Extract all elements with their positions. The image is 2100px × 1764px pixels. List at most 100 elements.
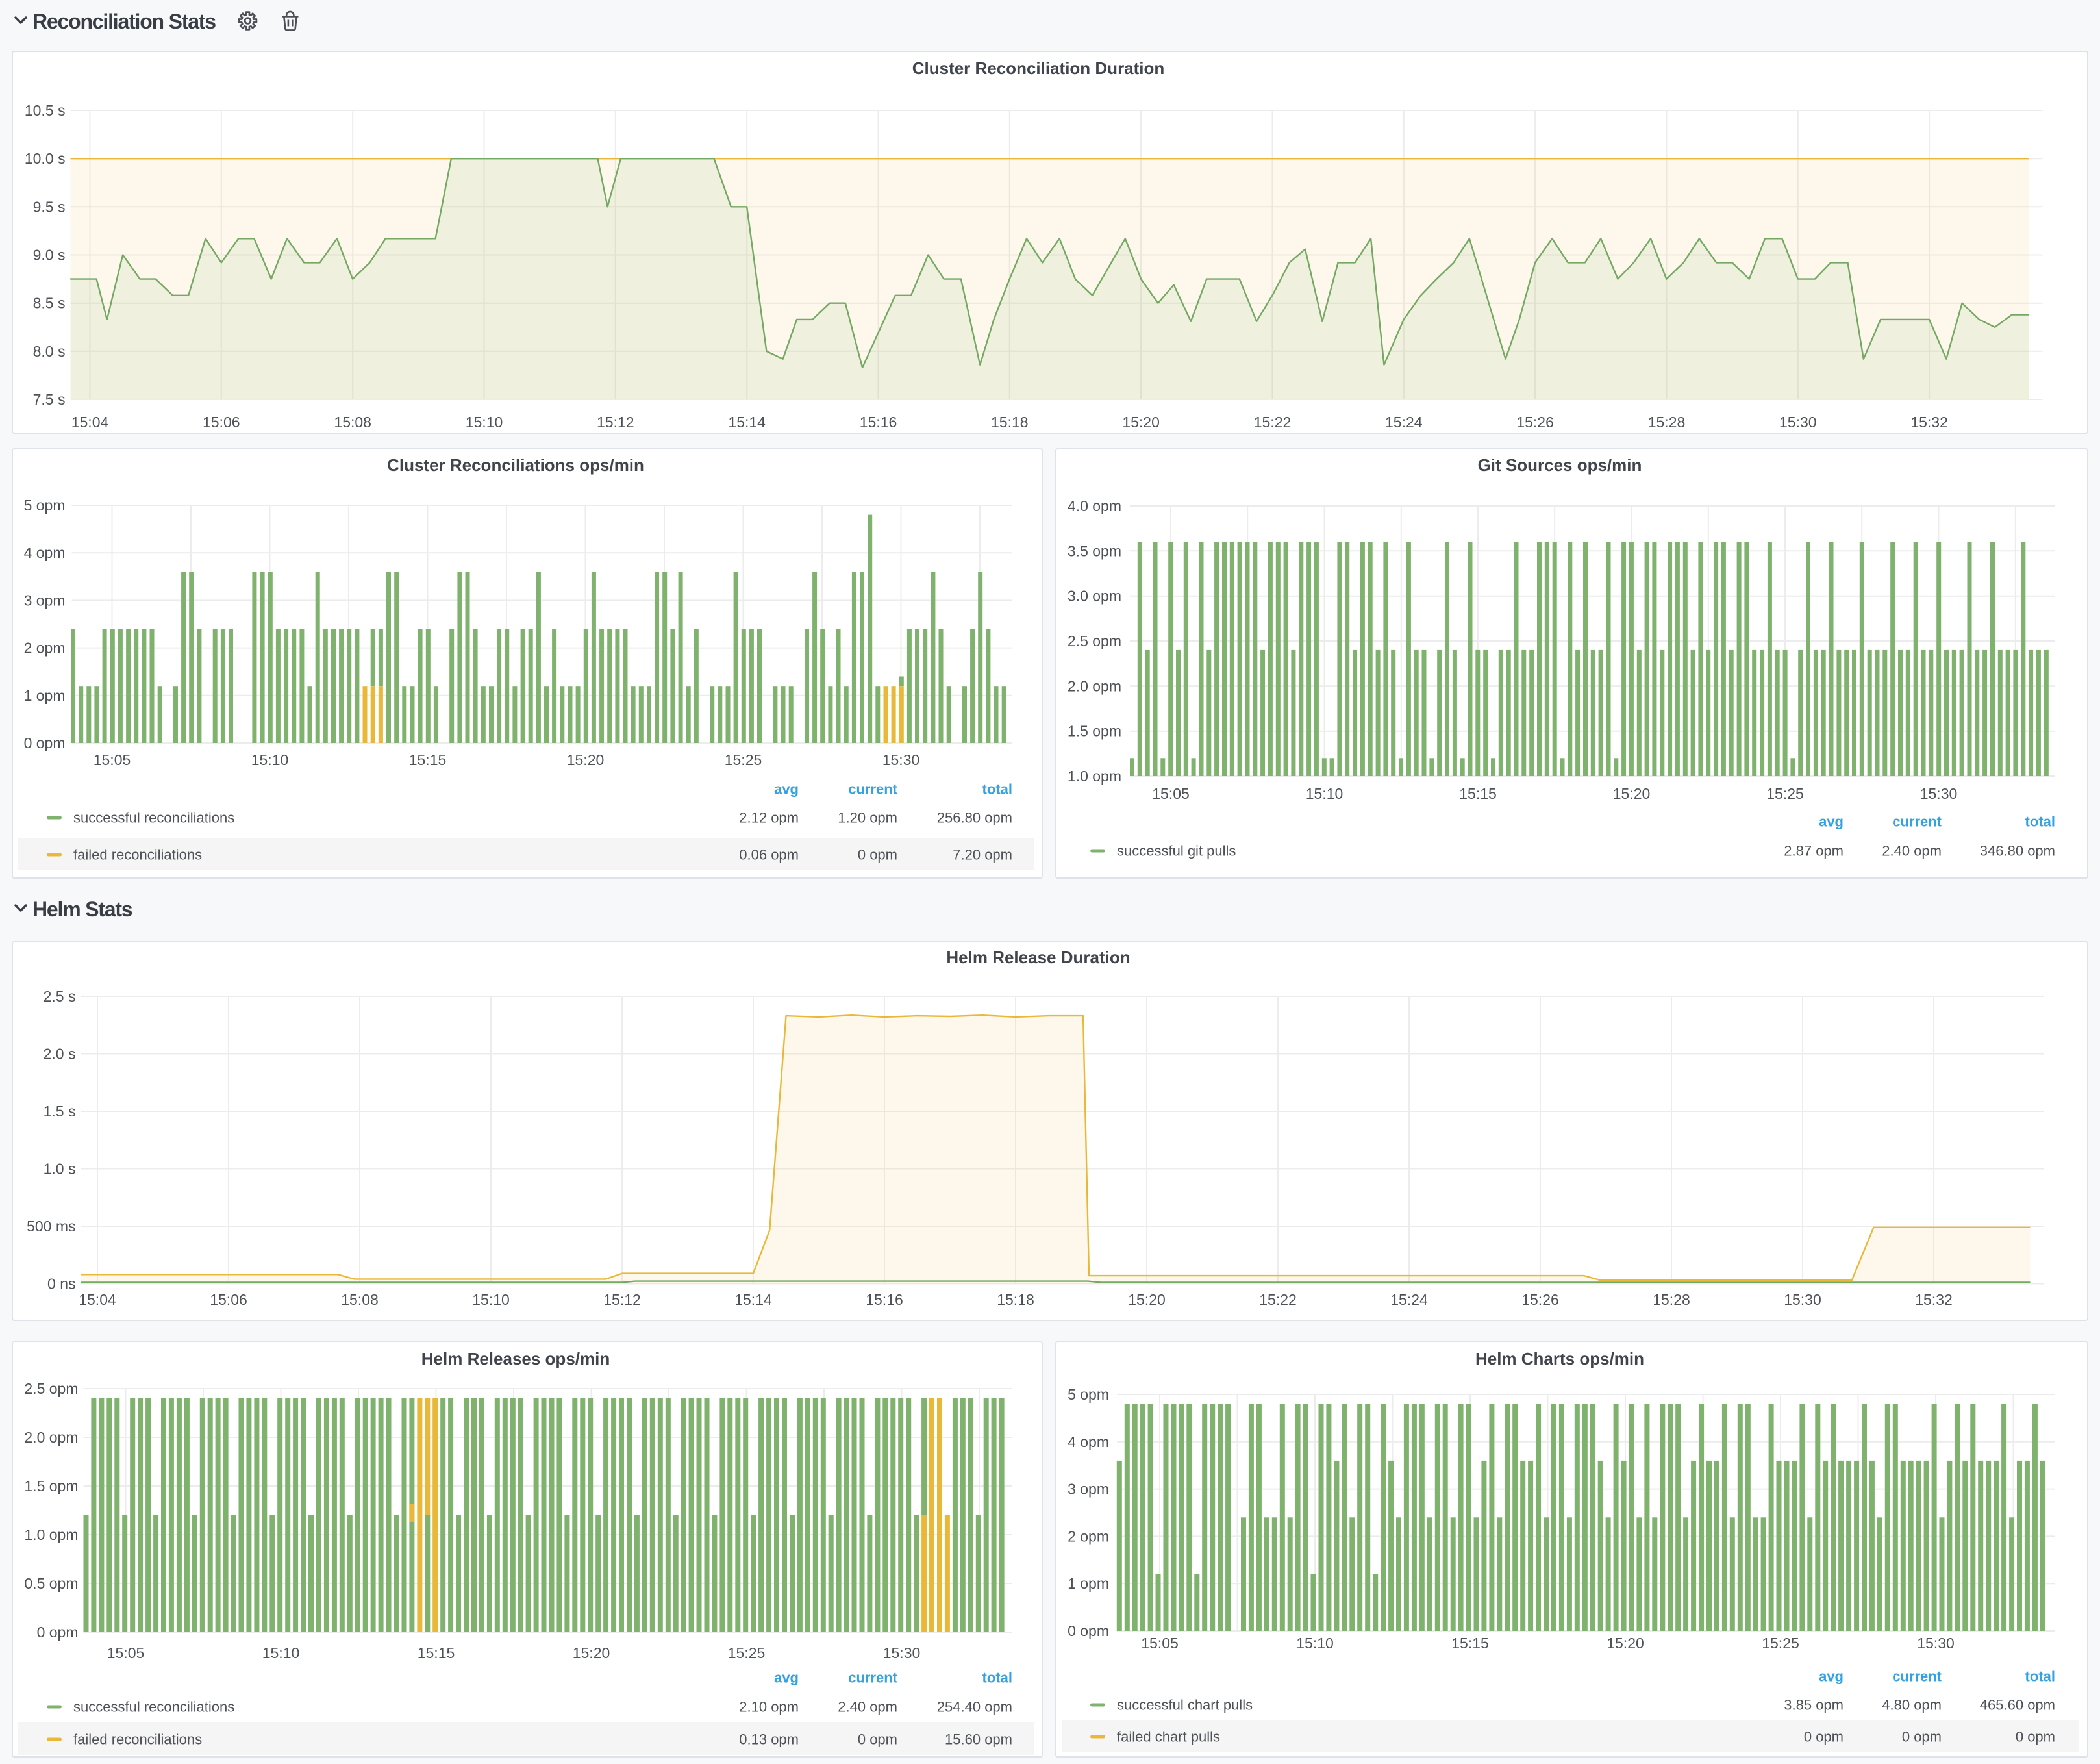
svg-text:3.5 opm: 3.5 opm (1068, 542, 1121, 559)
svg-text:1.5 s: 1.5 s (43, 1103, 75, 1120)
svg-text:1.0 opm: 1.0 opm (24, 1526, 78, 1543)
svg-text:2.0 opm: 2.0 opm (1068, 677, 1121, 694)
svg-text:346.80 opm: 346.80 opm (1980, 843, 2055, 859)
svg-text:current: current (1892, 1669, 1942, 1685)
svg-text:15:20: 15:20 (572, 1644, 610, 1661)
svg-text:2.40 opm: 2.40 opm (1882, 843, 1942, 859)
svg-text:15:18: 15:18 (997, 1291, 1034, 1308)
svg-text:2.5 opm: 2.5 opm (1068, 633, 1121, 649)
svg-text:successful chart pulls: successful chart pulls (1117, 1697, 1253, 1713)
svg-text:3.85 opm: 3.85 opm (1784, 1697, 1844, 1713)
svg-text:1.0 s: 1.0 s (43, 1161, 75, 1178)
svg-text:0.5 opm: 0.5 opm (24, 1575, 78, 1592)
svg-text:15:15: 15:15 (408, 751, 446, 768)
svg-text:Cluster Reconciliations ops/mi: Cluster Reconciliations ops/min (387, 455, 644, 475)
svg-text:15:20: 15:20 (566, 751, 604, 768)
svg-text:15:32: 15:32 (1915, 1291, 1953, 1308)
svg-text:0 opm: 0 opm (1804, 1729, 1844, 1745)
svg-text:total: total (982, 781, 1012, 798)
svg-text:9.5 s: 9.5 s (32, 198, 65, 215)
svg-text:15:12: 15:12 (597, 414, 634, 431)
svg-text:Helm Charts ops/min: Helm Charts ops/min (1475, 1349, 1644, 1368)
svg-text:15:10: 15:10 (472, 1291, 510, 1308)
svg-text:15:04: 15:04 (79, 1291, 116, 1308)
svg-text:3.0 opm: 3.0 opm (1068, 588, 1121, 605)
svg-text:current: current (848, 1670, 897, 1686)
svg-text:7.20 opm: 7.20 opm (953, 847, 1012, 863)
svg-text:4.80 opm: 4.80 opm (1882, 1697, 1942, 1713)
svg-text:15:10: 15:10 (465, 414, 503, 431)
svg-text:1.20 opm: 1.20 opm (838, 810, 897, 826)
svg-text:2.5 opm: 2.5 opm (24, 1380, 78, 1397)
svg-text:15:26: 15:26 (1521, 1291, 1559, 1308)
svg-text:current: current (1892, 814, 1942, 830)
svg-text:4 opm: 4 opm (23, 544, 65, 561)
svg-text:Cluster Reconciliation Duratio: Cluster Reconciliation Duration (912, 58, 1164, 78)
svg-text:2.0 opm: 2.0 opm (24, 1429, 78, 1446)
svg-text:15:15: 15:15 (1459, 785, 1497, 802)
svg-text:256.80 opm: 256.80 opm (936, 810, 1012, 826)
svg-text:0 opm: 0 opm (23, 735, 65, 751)
svg-text:15:08: 15:08 (341, 1291, 379, 1308)
svg-text:Reconciliation Stats: Reconciliation Stats (32, 10, 216, 33)
svg-text:Helm Releases ops/min: Helm Releases ops/min (421, 1349, 609, 1368)
svg-text:Helm Stats: Helm Stats (32, 898, 132, 921)
svg-text:1.0 opm: 1.0 opm (1068, 768, 1121, 785)
svg-text:3 opm: 3 opm (23, 592, 65, 609)
svg-text:2.10 opm: 2.10 opm (739, 1699, 799, 1715)
svg-text:10.0 s: 10.0 s (24, 150, 65, 167)
svg-text:2.5 s: 2.5 s (43, 988, 75, 1005)
svg-text:15.60 opm: 15.60 opm (945, 1732, 1012, 1748)
svg-text:15:05: 15:05 (106, 1644, 144, 1661)
svg-text:4.0 opm: 4.0 opm (1068, 498, 1121, 514)
svg-text:15:05: 15:05 (1152, 785, 1190, 802)
svg-text:15:30: 15:30 (882, 1644, 920, 1661)
svg-text:254.40 opm: 254.40 opm (936, 1699, 1012, 1715)
svg-text:2 opm: 2 opm (23, 640, 65, 657)
svg-text:0.06 opm: 0.06 opm (739, 847, 799, 863)
svg-text:15:15: 15:15 (1451, 1635, 1489, 1652)
svg-text:9.0 s: 9.0 s (32, 247, 65, 264)
svg-text:0 opm: 0 opm (857, 847, 897, 863)
svg-text:failed reconciliations: failed reconciliations (73, 847, 202, 863)
svg-text:1 opm: 1 opm (1068, 1575, 1109, 1592)
svg-text:4 opm: 4 opm (1068, 1433, 1109, 1450)
svg-text:total: total (982, 1670, 1012, 1686)
svg-text:0 opm: 0 opm (2016, 1729, 2055, 1745)
svg-text:15:05: 15:05 (93, 751, 131, 768)
svg-text:15:10: 15:10 (251, 751, 288, 768)
svg-text:15:08: 15:08 (334, 414, 371, 431)
svg-text:1.5 opm: 1.5 opm (24, 1478, 78, 1494)
svg-text:15:30: 15:30 (1784, 1291, 1821, 1308)
svg-text:15:18: 15:18 (991, 414, 1029, 431)
svg-text:15:24: 15:24 (1385, 414, 1423, 431)
svg-text:2 opm: 2 opm (1068, 1528, 1109, 1544)
svg-text:10.5 s: 10.5 s (24, 102, 65, 119)
svg-text:15:20: 15:20 (1613, 785, 1651, 802)
svg-text:current: current (848, 781, 897, 798)
svg-text:15:04: 15:04 (71, 414, 108, 431)
svg-text:15:15: 15:15 (417, 1644, 455, 1661)
svg-text:5 opm: 5 opm (1068, 1386, 1109, 1403)
svg-text:15:05: 15:05 (1141, 1635, 1179, 1652)
svg-text:15:16: 15:16 (866, 1291, 903, 1308)
svg-text:15:28: 15:28 (1653, 1291, 1690, 1308)
svg-text:15:30: 15:30 (1779, 414, 1817, 431)
svg-text:15:25: 15:25 (724, 751, 762, 768)
svg-text:0 opm: 0 opm (36, 1624, 78, 1641)
svg-text:15:12: 15:12 (603, 1291, 641, 1308)
svg-text:15:26: 15:26 (1516, 414, 1554, 431)
svg-text:successful reconciliations: successful reconciliations (73, 1699, 234, 1715)
svg-text:avg: avg (1819, 814, 1844, 830)
svg-text:500 ms: 500 ms (27, 1218, 75, 1235)
svg-text:1.5 opm: 1.5 opm (1068, 723, 1121, 740)
svg-text:15:22: 15:22 (1253, 414, 1291, 431)
svg-text:3 opm: 3 opm (1068, 1481, 1109, 1498)
svg-text:7.5 s: 7.5 s (32, 391, 65, 408)
svg-text:8.5 s: 8.5 s (32, 295, 65, 312)
svg-text:Git Sources ops/min: Git Sources ops/min (1478, 455, 1642, 475)
svg-text:failed reconciliations: failed reconciliations (73, 1732, 202, 1748)
svg-text:15:10: 15:10 (262, 1644, 299, 1661)
svg-text:15:28: 15:28 (1647, 414, 1685, 431)
svg-text:avg: avg (774, 781, 799, 798)
